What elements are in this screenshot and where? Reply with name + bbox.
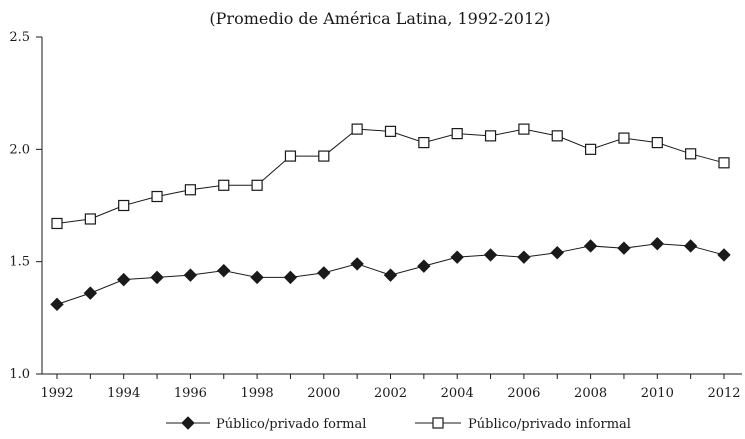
data-point	[83, 286, 98, 300]
data-point	[450, 250, 464, 264]
data-point	[717, 248, 731, 262]
legend-label: Público/privado informal	[468, 417, 631, 432]
series-2	[51, 123, 730, 230]
data-point	[351, 123, 363, 135]
data-point	[317, 266, 331, 280]
data-point	[483, 248, 498, 262]
data-point	[318, 150, 330, 162]
x-ticks: 1992 1994 1996 1998 2000 2002 2004 2006 2008 2010…	[40, 374, 741, 401]
data-point	[384, 125, 397, 137]
data-point	[617, 241, 631, 255]
x-tick-label: 2006	[507, 386, 540, 401]
legend-item: Público/privado informal	[415, 417, 631, 432]
data-point	[618, 132, 630, 144]
data-point	[50, 297, 64, 312]
data-point	[151, 190, 163, 203]
chart-title: (Promedio de América Latina, 1992-2012)	[209, 9, 550, 28]
data-point	[583, 239, 598, 253]
data-point	[417, 259, 431, 273]
legend-marker	[432, 417, 444, 429]
data-point	[550, 245, 564, 260]
data-point	[116, 272, 131, 287]
data-point	[383, 268, 398, 282]
data-point	[251, 179, 263, 191]
data-point	[184, 184, 196, 196]
y-tick-label: 1.5	[9, 255, 30, 270]
data-point	[418, 136, 430, 149]
y-tick-label: 2.5	[9, 30, 30, 45]
x-tick-label: 2000	[307, 386, 340, 401]
legend-item: Público/privado formal	[166, 416, 366, 432]
x-tick-label: 2004	[441, 386, 474, 401]
x-tick-label: 1998	[241, 386, 274, 401]
legend-marker	[181, 416, 195, 430]
x-tick-label: 2002	[374, 386, 407, 401]
x-tick-label: 1996	[174, 386, 207, 401]
data-point	[284, 150, 297, 162]
y-tick-label: 1.0	[9, 367, 30, 382]
x-tick-label: 2012	[707, 386, 740, 401]
data-point	[551, 130, 563, 142]
data-point	[683, 239, 698, 253]
x-tick-label: 1992	[40, 386, 73, 401]
data-point	[651, 136, 663, 149]
data-point	[250, 270, 264, 285]
data-point	[650, 236, 665, 251]
data-point	[118, 199, 130, 212]
y-tick-label: 2.0	[9, 142, 30, 157]
data-point	[484, 130, 497, 142]
legend-label: Público/privado formal	[216, 417, 366, 432]
data-point	[84, 213, 96, 225]
data-point	[150, 270, 164, 285]
x-tick-label: 1994	[107, 386, 140, 401]
series-1	[50, 236, 731, 312]
data-point	[685, 148, 697, 160]
data-point	[183, 268, 198, 282]
series-layer	[50, 123, 731, 312]
x-tick-label: 2008	[574, 386, 607, 401]
data-point	[718, 157, 730, 169]
data-point	[451, 128, 463, 140]
y-ticks: 1.0 1.5 2.0 2.5	[9, 30, 42, 382]
legend: Público/privado formal Público/privado in…	[166, 416, 631, 432]
data-point	[517, 250, 531, 264]
data-point	[51, 217, 63, 230]
data-point	[518, 123, 530, 135]
data-point	[217, 263, 231, 278]
data-point	[283, 270, 298, 285]
data-point	[350, 257, 364, 271]
data-point	[584, 143, 597, 155]
x-tick-label: 2010	[641, 386, 674, 401]
data-point	[218, 179, 230, 191]
